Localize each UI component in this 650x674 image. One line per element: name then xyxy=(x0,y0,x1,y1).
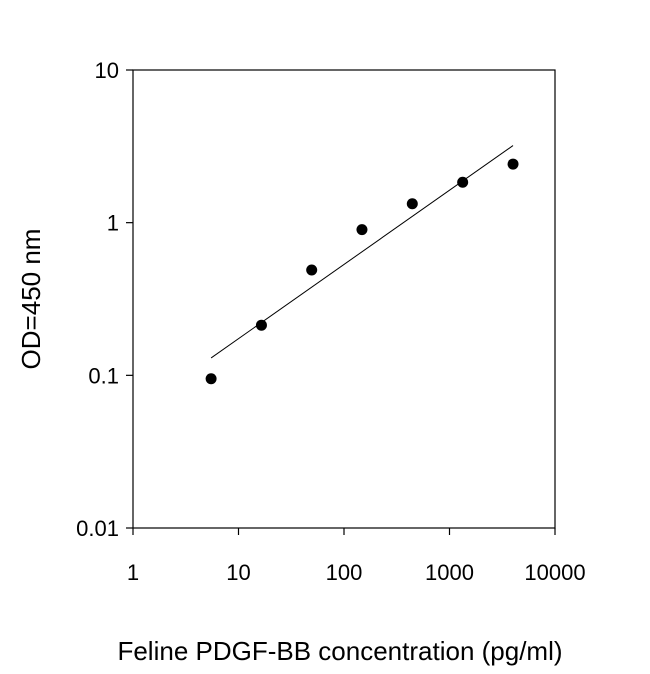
data-point xyxy=(205,373,217,385)
data-point xyxy=(406,198,418,210)
data-point xyxy=(356,224,368,236)
y-tick-label: 0.1 xyxy=(88,363,119,388)
y-axis-ticks: 0.01 0.1 1 10 xyxy=(76,58,133,541)
y-tick-label: 1 xyxy=(107,211,119,236)
y-tick-label: 10 xyxy=(95,58,119,83)
y-axis-title: OD=450 nm xyxy=(16,229,46,370)
x-tick-label: 1 xyxy=(127,560,139,585)
x-tick-label: 100 xyxy=(326,560,363,585)
x-tick-label: 10 xyxy=(226,560,250,585)
data-point xyxy=(457,176,469,188)
data-point xyxy=(255,319,267,331)
data-point xyxy=(306,264,318,276)
x-axis-title: Feline PDGF-BB concentration (pg/ml) xyxy=(117,636,562,666)
plot-frame xyxy=(132,69,556,529)
x-tick-label: 1000 xyxy=(425,560,474,585)
x-tick-label: 10000 xyxy=(524,560,585,585)
x-axis-ticks: 1 10 100 1000 10000 xyxy=(127,528,586,585)
y-tick-label: 0.01 xyxy=(76,516,119,541)
data-points xyxy=(205,158,519,385)
data-point xyxy=(507,158,519,170)
